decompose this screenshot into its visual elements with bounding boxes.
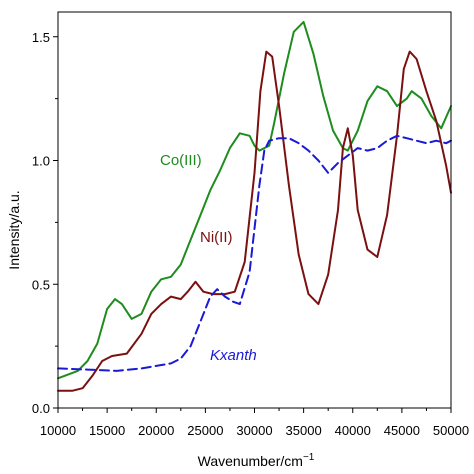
x-tick-label: 20000 bbox=[138, 423, 174, 438]
x-tick-label: 50000 bbox=[433, 423, 469, 438]
series-label: Ni(II) bbox=[200, 229, 233, 246]
x-axis-title: Wavenumber/cm−1 bbox=[198, 452, 315, 469]
x-tick-label: 45000 bbox=[384, 423, 420, 438]
x-tick-label: 25000 bbox=[187, 423, 223, 438]
series-line-kxanth bbox=[57, 134, 452, 372]
labels-layer: Intensity/a.u. Wavenumber/cm−1 Co(III) Ni… bbox=[6, 152, 315, 469]
series-line-co-iii bbox=[57, 20, 452, 380]
series-line-ni-ii bbox=[57, 50, 452, 392]
x-axis-title-main: Wavenumber/cm bbox=[198, 453, 303, 469]
y-tick-label: 0.5 bbox=[32, 277, 50, 292]
x-tick-label: 15000 bbox=[89, 423, 125, 438]
axes-layer: 10000 15000 20000 25000 30000 35000 40000 45000… bbox=[32, 11, 469, 438]
x-axis-title-superscript: −1 bbox=[303, 452, 315, 463]
series-label: Co(III) bbox=[160, 152, 202, 169]
x-tick-label: 10000 bbox=[40, 423, 76, 438]
x-tick-label: 35000 bbox=[286, 423, 322, 438]
series-label: Kxanth bbox=[210, 347, 257, 364]
x-tick-label: 30000 bbox=[236, 423, 272, 438]
y-tick-label: 1.5 bbox=[32, 30, 50, 45]
x-tick-label: 40000 bbox=[335, 423, 371, 438]
series-layer bbox=[57, 20, 452, 392]
y-axis-title: Intensity/a.u. bbox=[6, 190, 22, 269]
y-tick-label: 1.0 bbox=[32, 154, 50, 169]
y-tick-label: 0.0 bbox=[32, 401, 50, 416]
